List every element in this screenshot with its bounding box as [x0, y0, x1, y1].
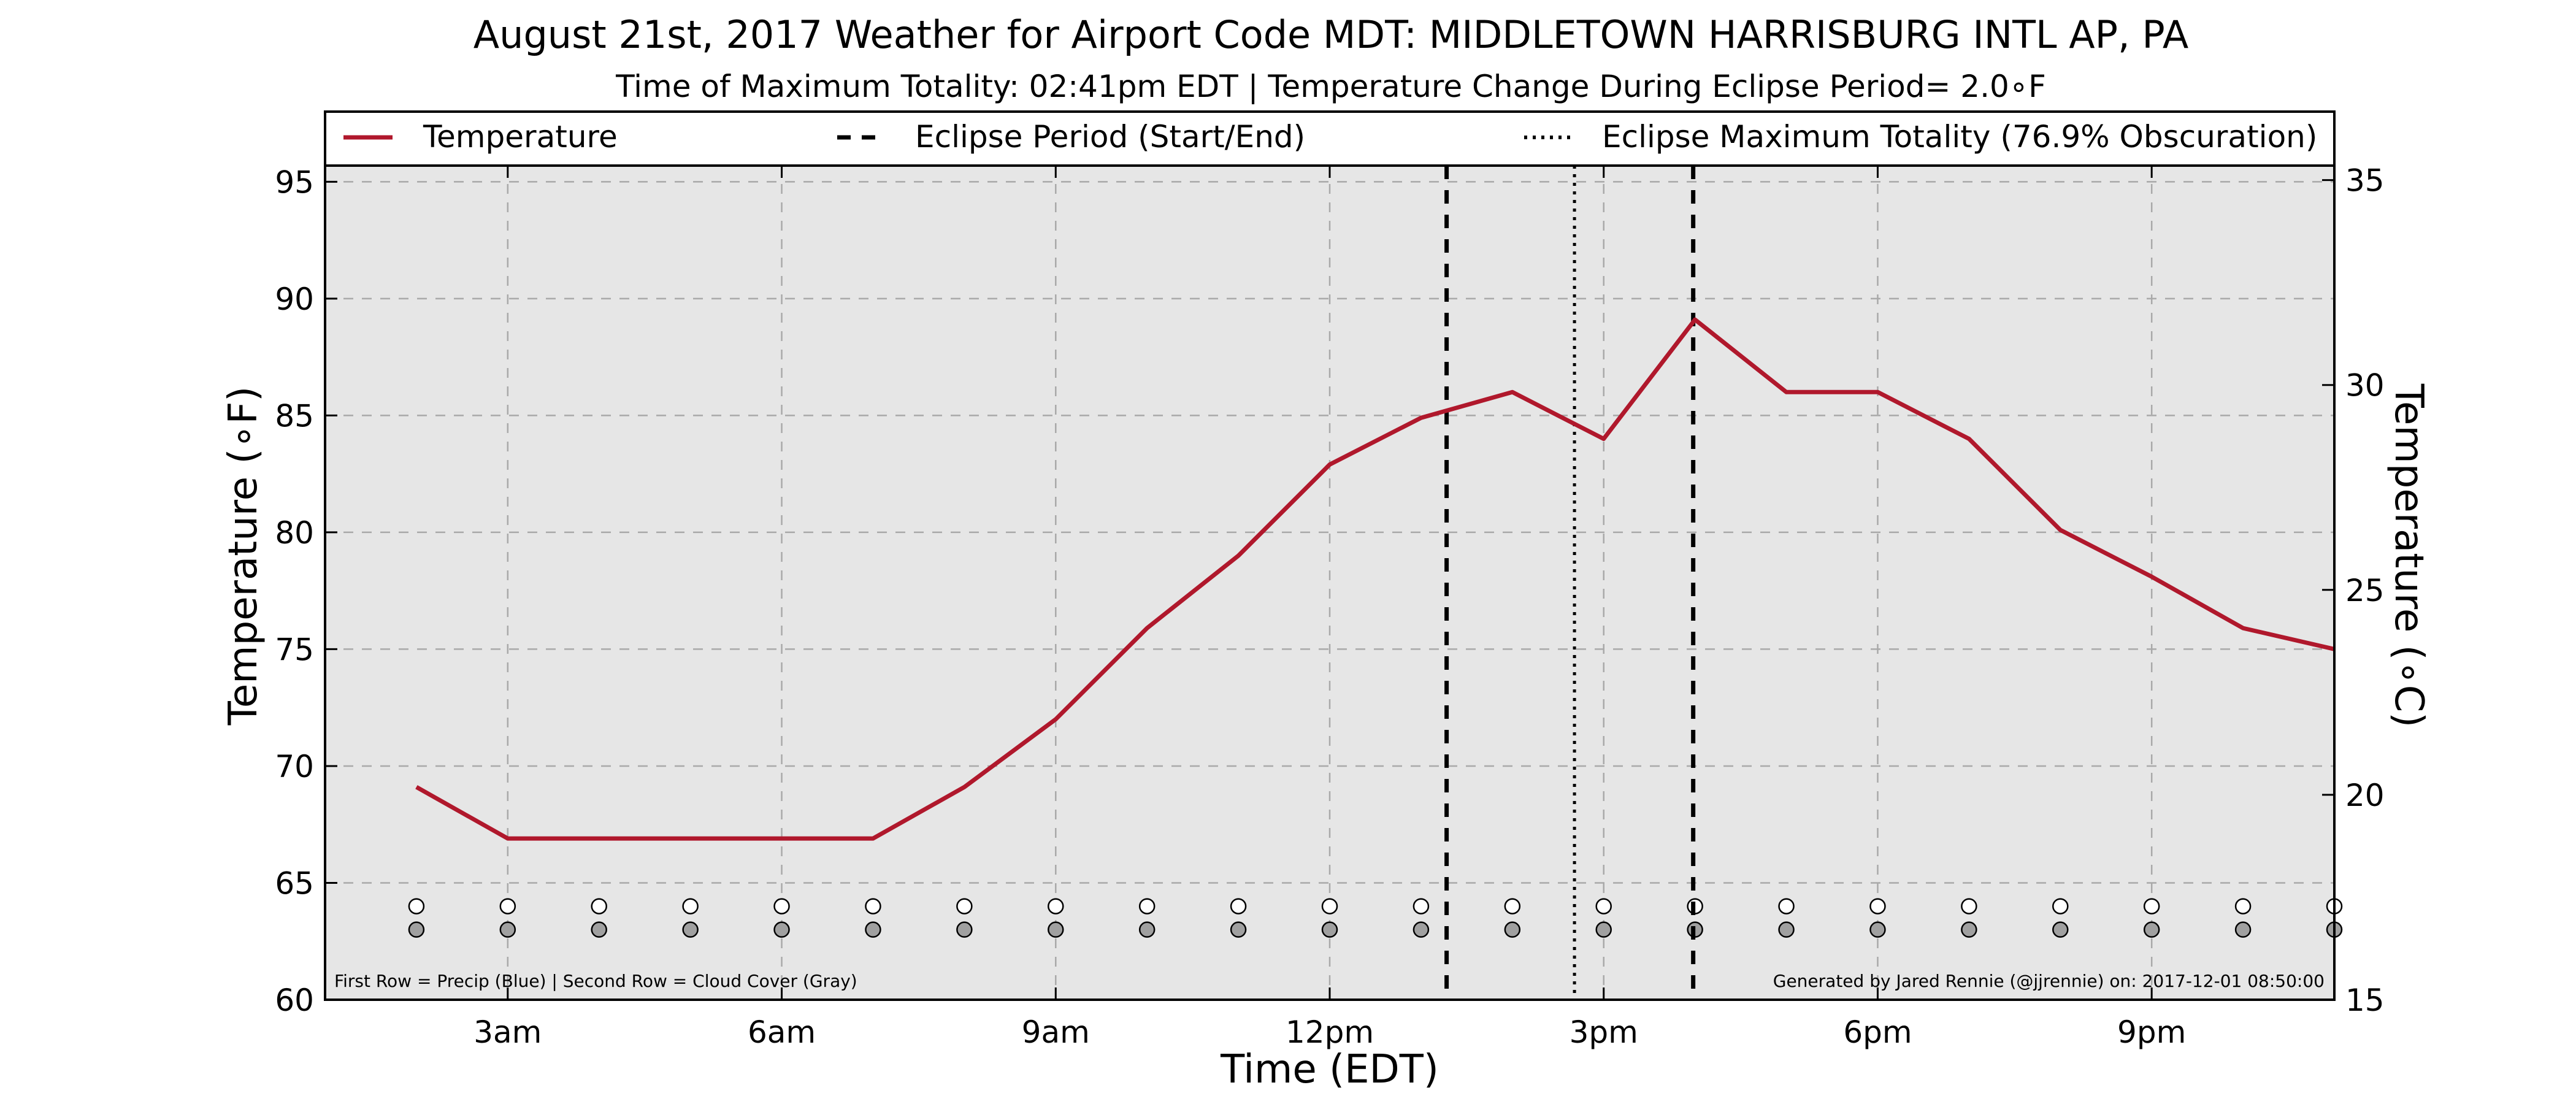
footnote-right: Generated by Jared Rennie (@jjrennie) on…	[1773, 971, 2325, 991]
precip-marker-11	[1321, 898, 1338, 914]
precip-marker-10	[1230, 898, 1247, 914]
cloud-cover-marker-14	[1595, 921, 1612, 938]
cloud-cover-marker-16	[1778, 921, 1795, 938]
precip-marker-6	[865, 898, 881, 914]
precip-marker-14	[1595, 898, 1612, 914]
y-tick-label-80: 80	[275, 515, 314, 551]
marker-rows	[408, 898, 2343, 938]
cloud-cover-marker-18	[1961, 921, 1977, 938]
cloud-cover-marker-19	[2052, 921, 2069, 938]
x-tick-label-9pm: 9pm	[2117, 1014, 2186, 1050]
cloud-cover-marker-13	[1504, 921, 1521, 938]
y-tick-label-70: 70	[275, 749, 314, 784]
precip-marker-21	[2234, 898, 2252, 914]
cloud-cover-marker-1	[408, 921, 425, 938]
cloud-cover-marker-4	[682, 921, 699, 938]
y-right-tick-label-15: 15	[2345, 983, 2385, 1018]
chart-subtitle: Time of Maximum Totality: 02:41pm EDT | …	[615, 69, 2046, 104]
precip-marker-3	[591, 898, 607, 914]
cloud-cover-marker-10	[1230, 921, 1247, 938]
y-tick-label-85: 85	[275, 398, 314, 434]
y-right-tick-label-35: 35	[2345, 163, 2385, 199]
precip-marker-18	[1961, 898, 1977, 914]
eclipse-lines	[1444, 166, 1696, 1000]
y-right-tick-label-30: 30	[2345, 368, 2385, 404]
footnote-left: First Row = Precip (Blue) | Second Row =…	[334, 971, 857, 991]
y-axis-right-label: Temperature (∘C)	[2386, 383, 2431, 727]
y-axis-right-ticks: 15 20 25 30 35	[2322, 163, 2385, 1018]
series-layer	[415, 317, 2335, 841]
precip-marker-1	[408, 898, 425, 914]
cloud-cover-marker-6	[865, 921, 881, 938]
legend-temperature-label: Temperature	[423, 119, 618, 155]
cloud-cover-marker-3	[591, 921, 607, 938]
x-axis-label: Time (EDT)	[1220, 1047, 1439, 1092]
x-tick-label-6am: 6am	[748, 1014, 816, 1050]
precip-marker-16	[1778, 898, 1795, 914]
x-tick-label-6pm: 6pm	[1843, 1014, 1912, 1050]
precip-marker-8	[1048, 898, 1064, 914]
precip-marker-13	[1504, 898, 1521, 914]
x-tick-label-9am: 9am	[1022, 1014, 1090, 1050]
y-axis-ticks: 60 65 70 75 80 85 90 95	[275, 164, 337, 1018]
precip-marker-19	[2052, 898, 2069, 914]
y-tick-label-90: 90	[275, 282, 314, 317]
y-right-tick-label-25: 25	[2345, 573, 2385, 608]
cloud-cover-marker-9	[1138, 921, 1156, 938]
cloud-cover-marker-12	[1413, 921, 1430, 938]
cloud-cover-marker-20	[2143, 921, 2160, 938]
y-axis-label: Temperature (∘F)	[221, 386, 266, 726]
temperature-line	[415, 317, 2335, 841]
precip-marker-12	[1413, 898, 1430, 914]
precip-marker-7	[956, 898, 973, 914]
x-tick-label-3am: 3am	[473, 1014, 542, 1050]
cloud-cover-marker-2	[499, 921, 516, 938]
grid-lines	[325, 166, 2334, 1000]
precip-marker-17	[1869, 898, 1886, 914]
y-tick-label-75: 75	[275, 632, 314, 667]
cloud-cover-marker-21	[2234, 921, 2252, 938]
cloud-cover-marker-17	[1869, 921, 1886, 938]
legend-eclipse-period-label: Eclipse Period (Start/End)	[915, 119, 1305, 155]
x-tick-label-12pm: 12pm	[1286, 1014, 1374, 1050]
y-right-tick-label-20: 20	[2345, 778, 2385, 813]
x-tick-label-3pm: 3pm	[1570, 1014, 1638, 1050]
chart-title: August 21st, 2017 Weather for Airport Co…	[473, 12, 2189, 57]
cloud-cover-marker-8	[1048, 921, 1064, 938]
cloud-cover-marker-7	[956, 921, 973, 938]
legend-eclipse-max-label: Eclipse Maximum Totality (76.9% Obscurat…	[1602, 119, 2317, 155]
precip-marker-5	[773, 898, 790, 914]
y-tick-label-95: 95	[275, 164, 314, 200]
precip-marker-20	[2143, 898, 2160, 914]
cloud-cover-marker-5	[773, 921, 790, 938]
cloud-cover-marker-11	[1321, 921, 1338, 938]
y-tick-label-60: 60	[275, 983, 314, 1018]
y-tick-label-65: 65	[275, 865, 314, 901]
precip-marker-4	[682, 898, 699, 914]
precip-marker-9	[1138, 898, 1156, 914]
x-axis-ticks: 3am 6am 9am 12pm 3pm 6pm 9pm	[473, 166, 2186, 1050]
precip-marker-2	[499, 898, 516, 914]
